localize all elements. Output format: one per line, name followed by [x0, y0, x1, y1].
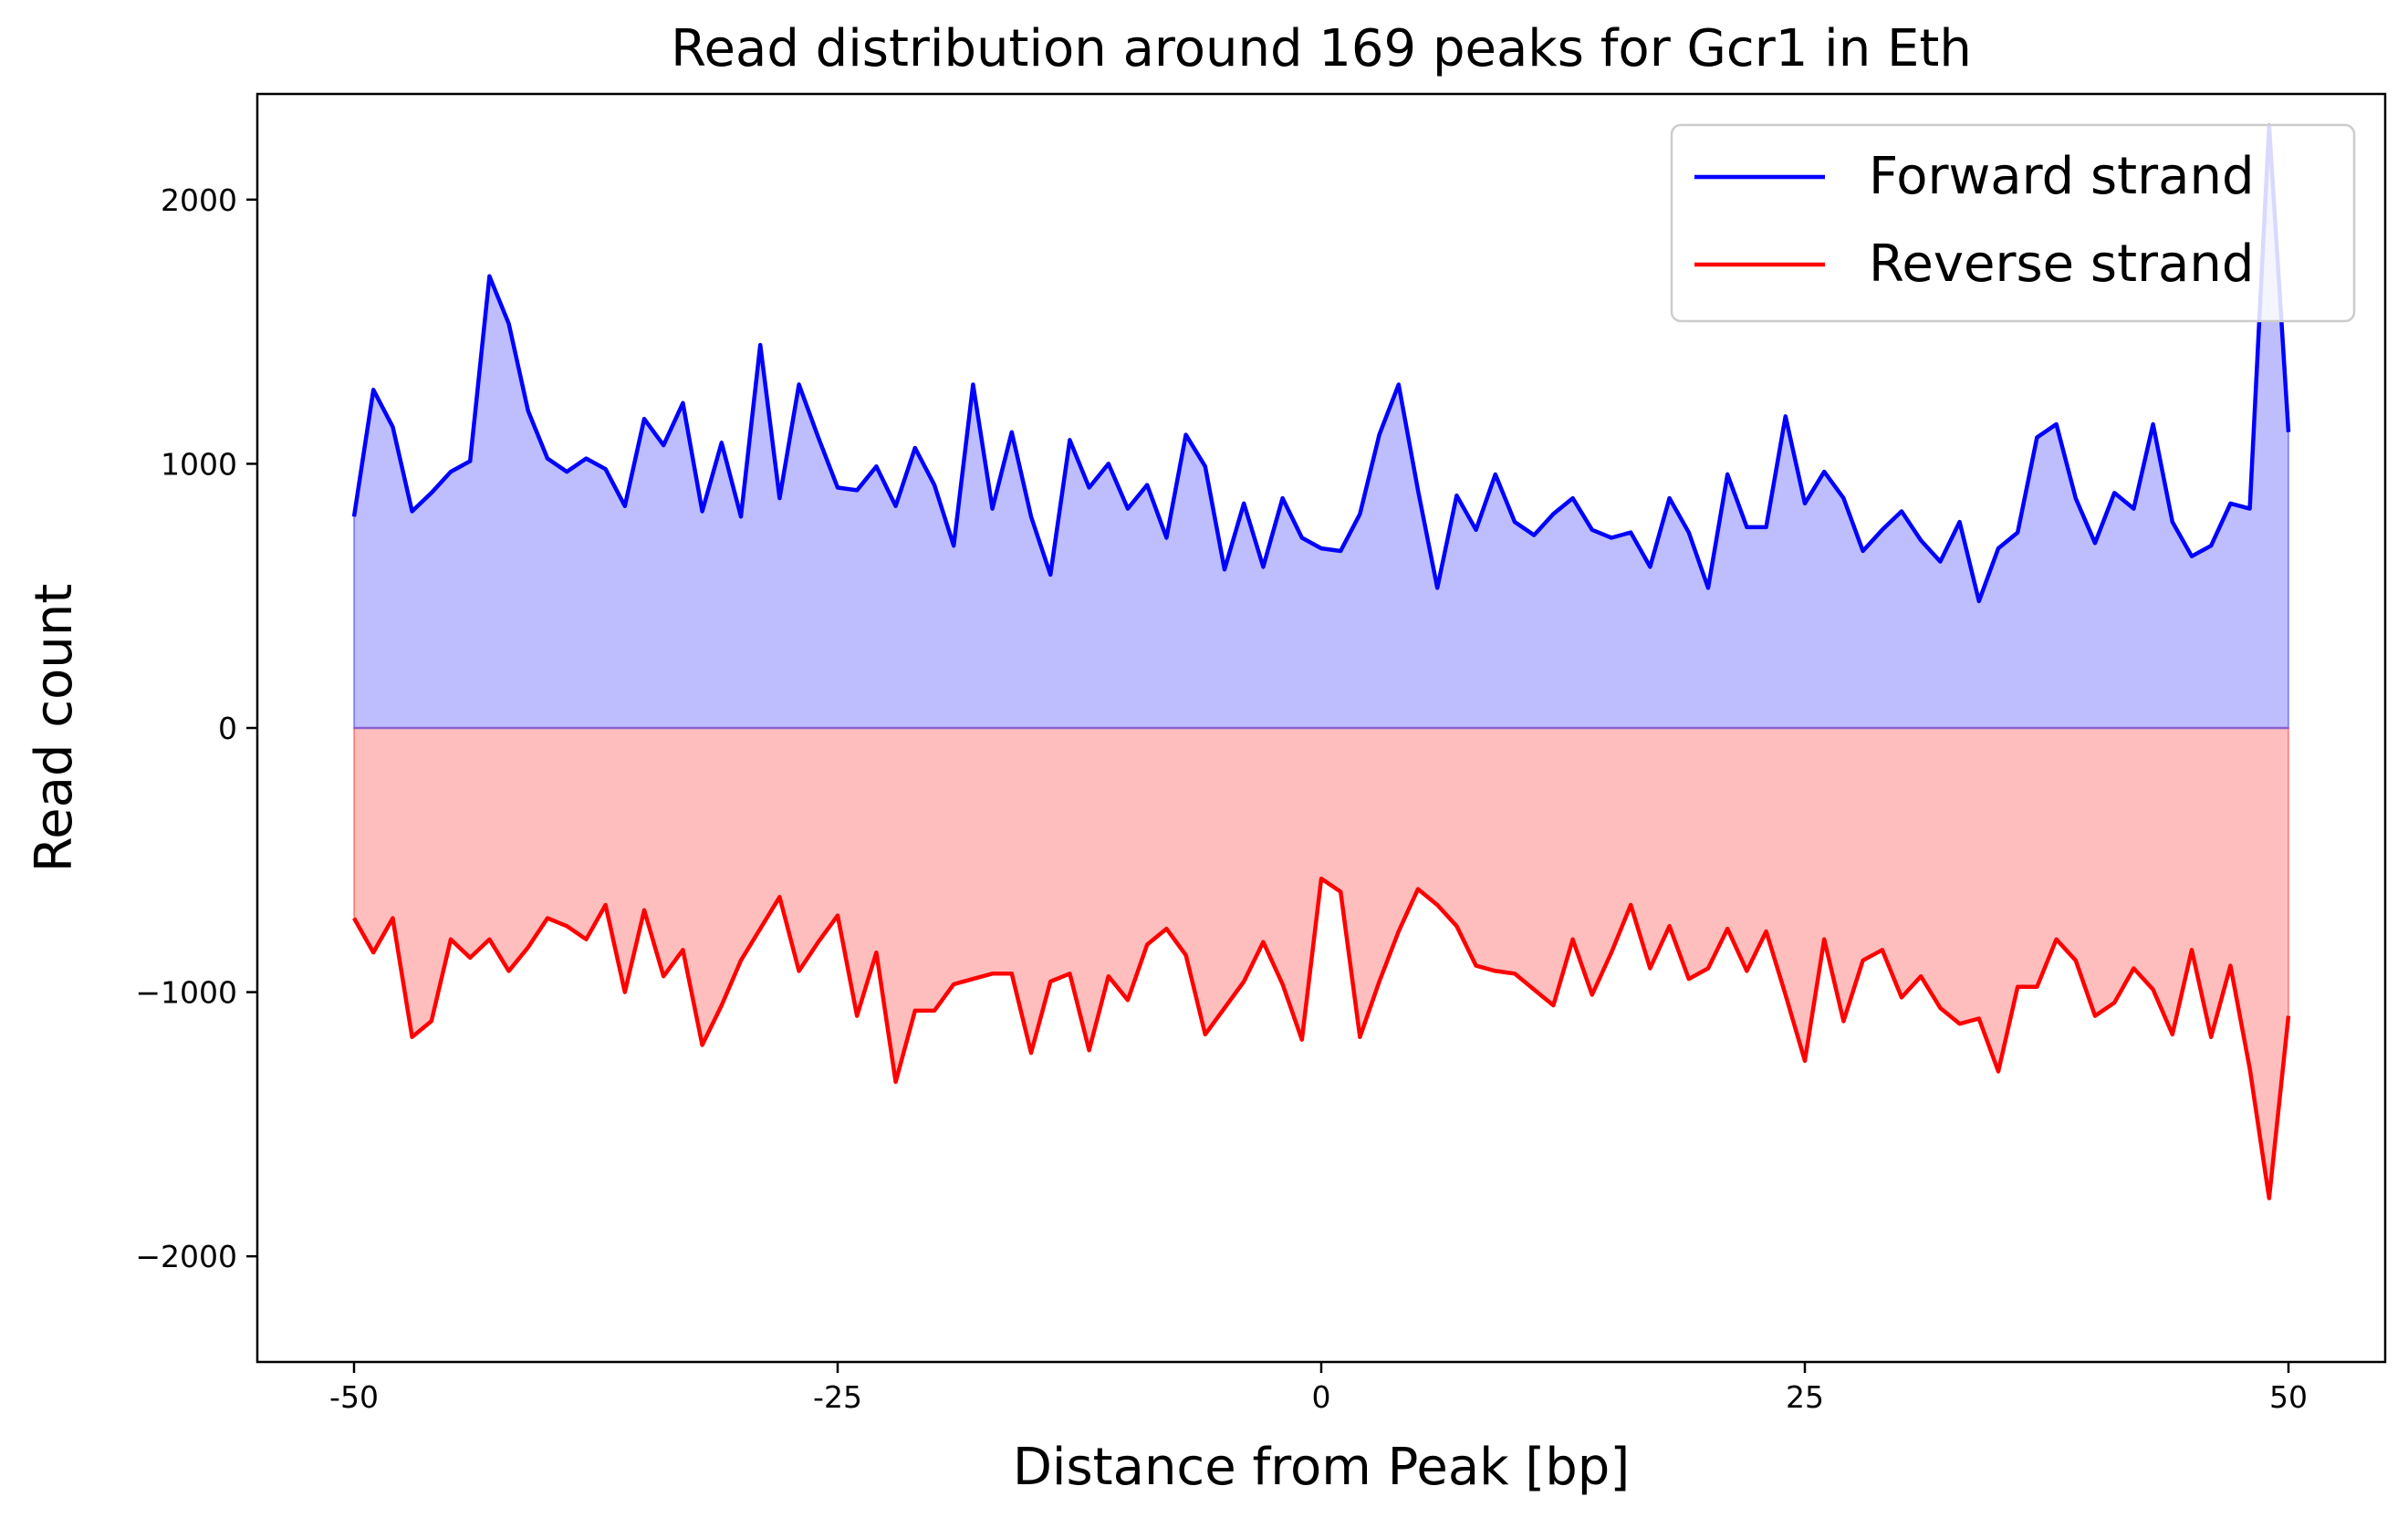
x-axis-label: Distance from Peak [bp] [1013, 1438, 1630, 1497]
legend: Forward strand Reverse strand [1670, 123, 2356, 323]
chart-title: Read distribution around 169 peaks for G… [671, 19, 1972, 78]
x-tick-label: 25 [1786, 1379, 1824, 1415]
series-1-line [352, 876, 2291, 1201]
y-tick-label: −2000 [135, 1239, 237, 1274]
y-tick-label: 2000 [161, 182, 237, 218]
x-tick-label: 0 [1312, 1379, 1331, 1415]
y-tick-label: −1000 [135, 975, 237, 1011]
legend-reverse-label: Reverse strand [1869, 234, 2254, 294]
plot-lines [351, 123, 2291, 1201]
legend-box [1670, 123, 2356, 323]
x-tick-label: -25 [813, 1379, 862, 1415]
x-tick-label: -50 [329, 1379, 379, 1415]
legend-forward-label: Forward strand [1869, 147, 2255, 206]
plot-frame [255, 92, 2387, 1364]
x-tick-label: 50 [2269, 1379, 2308, 1415]
x-axis-ticks: -50 -25 0 25 50 [329, 1362, 2308, 1415]
y-tick-label: 1000 [161, 446, 237, 482]
series-0-line [351, 123, 2291, 604]
y-tick-label: 0 [218, 711, 237, 746]
y-axis-label: Read count [25, 584, 84, 873]
y-axis-ticks: −2000 −1000 0 1000 2000 [135, 182, 257, 1274]
